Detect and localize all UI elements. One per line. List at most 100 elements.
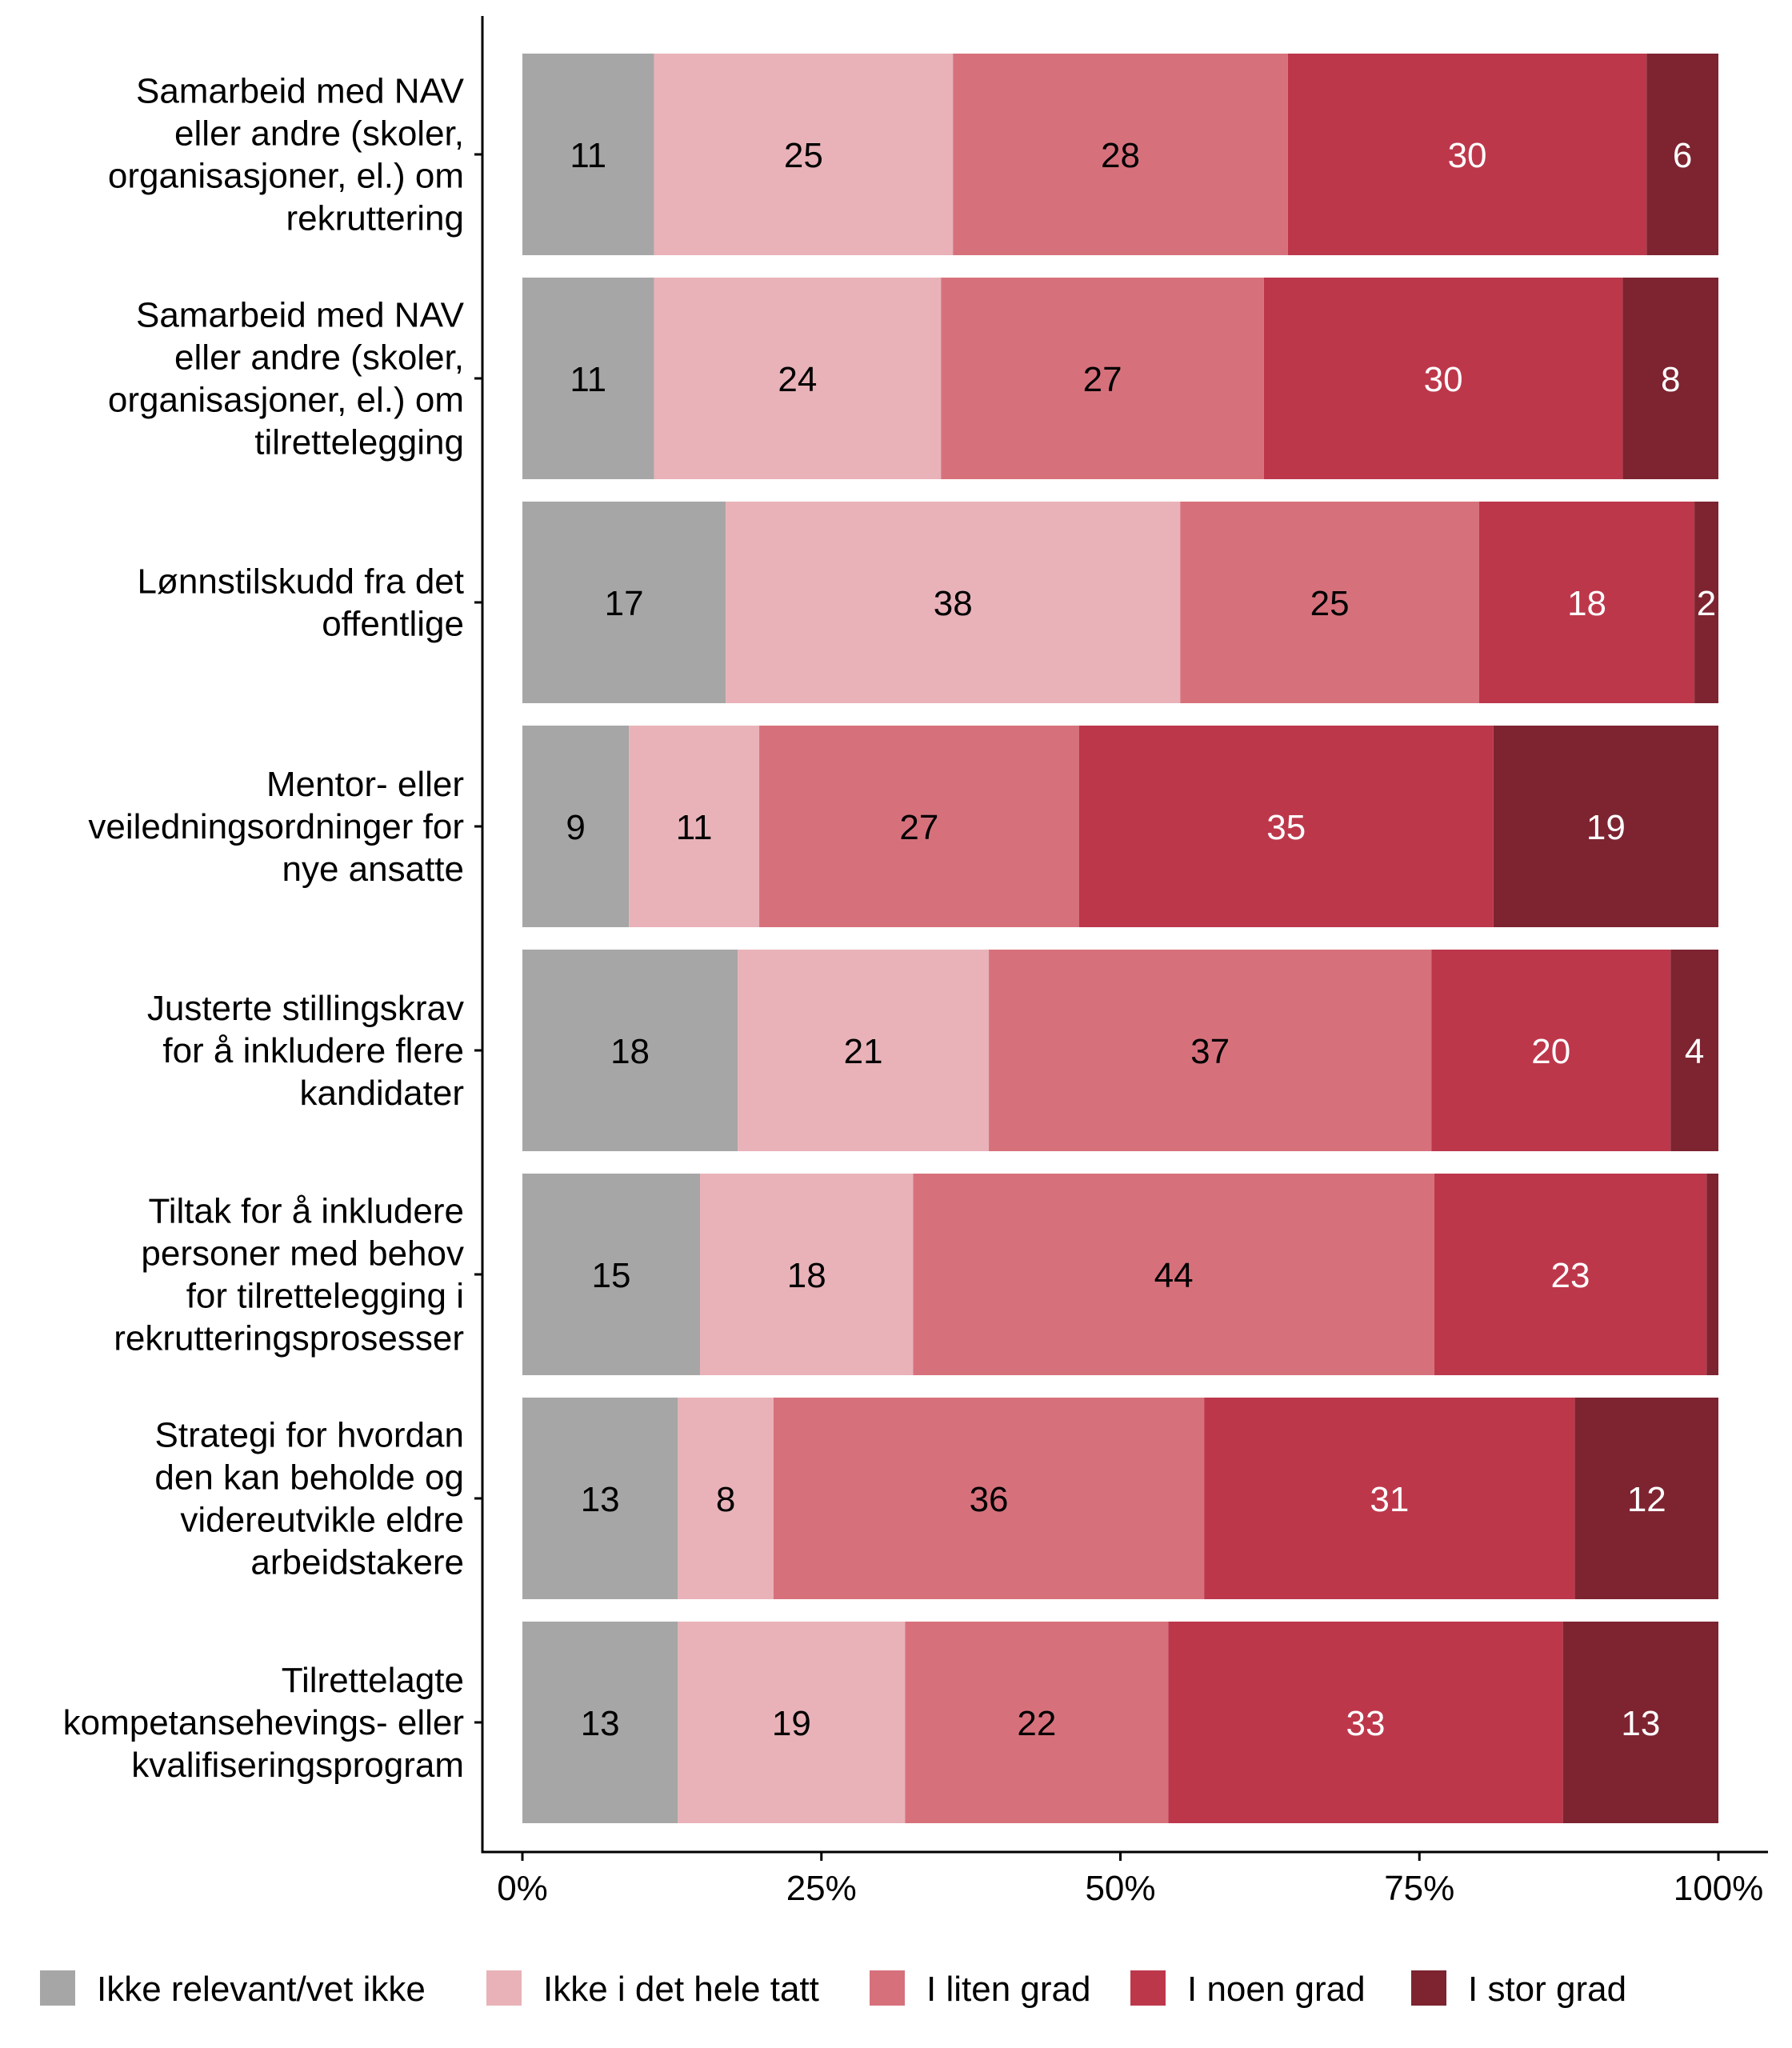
data-label: 11	[570, 136, 606, 175]
data-label: 22	[1017, 1704, 1056, 1743]
data-label: 13	[581, 1704, 620, 1743]
bar-segment	[759, 726, 1079, 927]
axes-layer: 0% 25% 50% 75% 100%	[474, 16, 1768, 1908]
category-label-line: tilrettelegging	[254, 423, 464, 462]
bar-segment	[522, 1174, 701, 1375]
bar-segment	[1622, 278, 1718, 479]
bar-segment	[1434, 1174, 1707, 1375]
bars-layer: 11 25 28 30 6 11 24 27 30 8 17 38 25 18 2 9 11 27 35 19 18 21…	[522, 54, 1718, 1823]
bar-segment	[941, 278, 1264, 479]
category-label-line: den kan beholde og	[154, 1458, 464, 1498]
bar-segment	[1479, 502, 1695, 703]
data-label: 4	[1685, 1032, 1704, 1071]
legend-swatch	[870, 1970, 905, 2006]
bar-row: 13 19 22 33 13	[522, 1622, 1718, 1823]
bar-row: 9 11 27 35 19	[522, 726, 1718, 927]
legend-swatch	[40, 1970, 75, 2006]
bar-segment	[1562, 1622, 1718, 1823]
data-label: 38	[934, 584, 973, 623]
data-label: 11	[676, 808, 713, 847]
bar-segment	[522, 726, 630, 927]
bar-segment	[1694, 502, 1718, 703]
data-label: 18	[787, 1256, 826, 1295]
bar-row: 18 21 37 20 4	[522, 950, 1718, 1151]
bar-segment	[1287, 54, 1647, 255]
bar-segment	[989, 950, 1432, 1151]
category-label-line: organisasjoner, el.) om	[108, 157, 464, 196]
legend-label: I liten grad	[926, 1970, 1090, 2009]
data-label: 31	[1370, 1480, 1409, 1519]
category-label-line: personer med behov	[141, 1234, 464, 1274]
category-label-line: videreutvikle eldre	[180, 1501, 464, 1540]
category-label-line: rekrutteringsprosesser	[114, 1319, 464, 1358]
bar-segment	[1706, 1174, 1718, 1375]
bar-segment	[678, 1622, 906, 1823]
legend-swatch	[1130, 1970, 1166, 2006]
category-label-line: eller andre (skoler,	[174, 338, 464, 378]
category-label-line: rekruttering	[286, 199, 464, 238]
data-label: 37	[1190, 1032, 1230, 1071]
bar-segment	[1493, 726, 1718, 927]
bar-segment	[522, 502, 726, 703]
bar-segment	[522, 278, 654, 479]
bar-segment	[1078, 726, 1494, 927]
category-label-line: organisasjoner, el.) om	[108, 381, 464, 420]
x-tick-label: 50%	[1085, 1869, 1155, 1908]
bar-segment	[654, 278, 942, 479]
bar-segment	[629, 726, 760, 927]
data-label: 6	[1673, 136, 1692, 175]
data-label: 24	[778, 360, 817, 399]
data-label: 25	[784, 136, 823, 175]
data-label: 30	[1448, 136, 1487, 175]
bar-segment	[913, 1174, 1434, 1375]
bar-segment	[1204, 1398, 1575, 1599]
bar-segment	[1670, 950, 1718, 1151]
legend-item: I stor grad	[1411, 1970, 1626, 2009]
data-label: 11	[570, 360, 606, 399]
data-label: 8	[716, 1480, 735, 1519]
data-label: 17	[605, 584, 644, 623]
category-label-line: Lønnstilskudd fra det	[138, 562, 464, 602]
legend-item: I noen grad	[1130, 1970, 1366, 2009]
bar-segment	[700, 1174, 914, 1375]
x-tick-label: 75%	[1384, 1869, 1454, 1908]
bar-segment	[678, 1398, 774, 1599]
bar-segment	[1574, 1398, 1718, 1599]
bar-segment	[522, 950, 738, 1151]
category-label-line: Mentor- eller	[266, 765, 464, 804]
legend-label: I noen grad	[1187, 1970, 1366, 2009]
category-label-line: arbeidstakere	[250, 1543, 464, 1582]
data-label: 33	[1346, 1704, 1385, 1743]
bar-segment	[773, 1398, 1205, 1599]
data-label: 18	[610, 1032, 650, 1071]
category-label-line: Samarbeid med NAV	[136, 72, 465, 111]
bar-row: 11 25 28 30 6	[522, 54, 1718, 255]
data-label: 18	[1567, 584, 1606, 623]
legend-label: Ikke i det hele tatt	[543, 1970, 819, 2009]
data-label: 13	[1621, 1704, 1660, 1743]
bar-segment	[1431, 950, 1671, 1151]
category-label-line: for tilrettelegging i	[186, 1277, 464, 1316]
x-tick-label: 0%	[497, 1869, 548, 1908]
category-label-line: kompetansehevings- eller	[63, 1703, 464, 1742]
bar-segment	[522, 1398, 678, 1599]
data-label: 2	[1697, 584, 1716, 623]
category-label-line: eller andre (skoler,	[174, 114, 464, 154]
x-tick-label: 25%	[786, 1869, 857, 1908]
category-label-line: offentlige	[322, 605, 464, 644]
bar-segment	[1646, 54, 1718, 255]
data-label: 19	[772, 1704, 811, 1743]
data-label: 13	[581, 1480, 620, 1519]
category-label-line: kvalifiseringsprogram	[131, 1746, 464, 1785]
bar-row: 17 38 25 18 2	[522, 502, 1718, 703]
legend-item: I liten grad	[870, 1970, 1090, 2009]
bar-segment	[726, 502, 1181, 703]
data-label: 21	[844, 1032, 883, 1071]
